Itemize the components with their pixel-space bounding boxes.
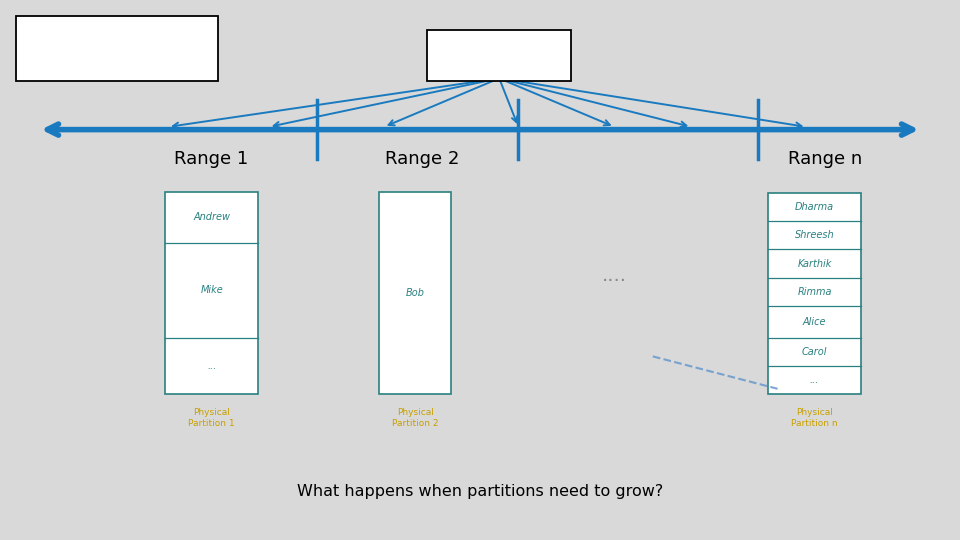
Text: Physical
Partition 2: Physical Partition 2 xyxy=(392,408,439,429)
Text: Bob: Bob xyxy=(406,288,424,298)
Bar xyxy=(165,192,258,394)
Text: Behind the Scenes:: Behind the Scenes: xyxy=(60,39,174,52)
Bar xyxy=(768,193,861,394)
FancyBboxPatch shape xyxy=(427,30,571,81)
Text: Physical
Partition 1: Physical Partition 1 xyxy=(188,408,235,429)
Text: Range 1: Range 1 xyxy=(174,150,249,168)
Text: Dharma: Dharma xyxy=(795,202,834,212)
FancyBboxPatch shape xyxy=(16,16,218,81)
Text: Shreesh: Shreesh xyxy=(795,231,834,240)
Text: Physical Partition Sets: Physical Partition Sets xyxy=(52,59,182,72)
Text: Alice: Alice xyxy=(803,317,827,327)
Text: Mike: Mike xyxy=(201,285,223,295)
Text: Karthik: Karthik xyxy=(798,259,831,268)
Text: ...: ... xyxy=(810,375,819,385)
Bar xyxy=(379,192,451,394)
Text: Range n: Range n xyxy=(788,150,863,168)
Text: hash(User Id): hash(User Id) xyxy=(455,49,543,62)
Text: Andrew: Andrew xyxy=(193,212,230,222)
Text: ....: .... xyxy=(602,266,627,285)
Text: ...: ... xyxy=(207,361,216,371)
Text: What happens when partitions need to grow?: What happens when partitions need to gro… xyxy=(297,484,663,499)
Text: Carol: Carol xyxy=(802,347,828,357)
Text: Range 2: Range 2 xyxy=(385,150,460,168)
Text: Physical
Partition n: Physical Partition n xyxy=(791,408,838,429)
Text: Rimma: Rimma xyxy=(798,287,831,296)
